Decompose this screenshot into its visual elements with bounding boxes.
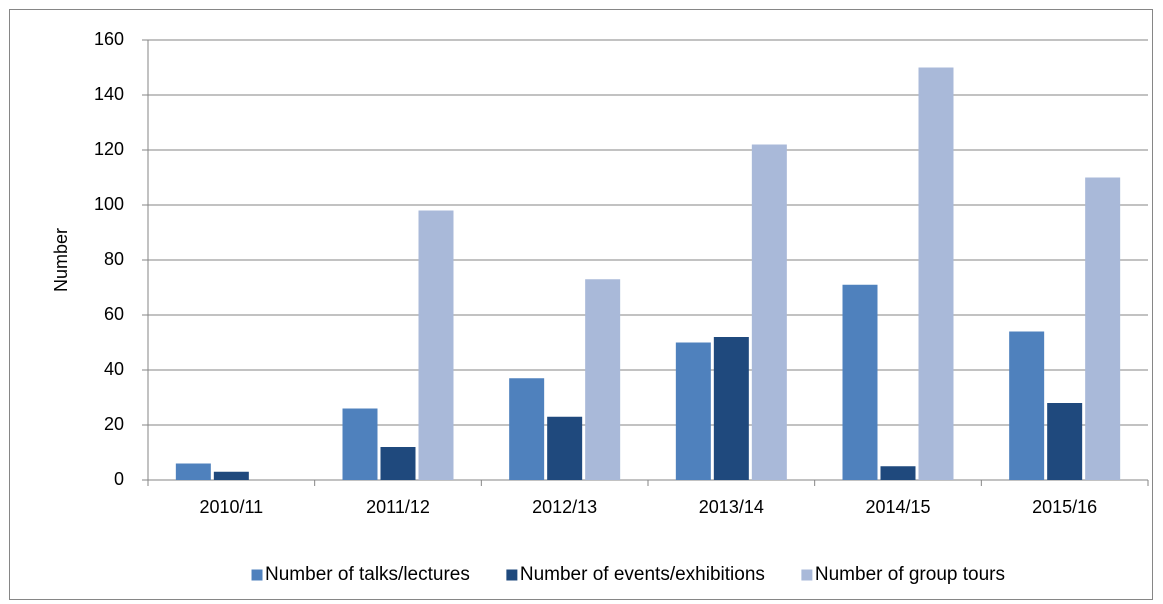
bar — [418, 210, 454, 480]
x-tick-label: 2015/16 — [1032, 497, 1097, 517]
bar — [1085, 177, 1121, 480]
y-tick-label: 160 — [94, 29, 124, 49]
bar — [880, 466, 916, 480]
y-tick-label: 140 — [94, 84, 124, 104]
bar — [675, 342, 711, 480]
y-tick-label: 40 — [104, 359, 124, 379]
y-tick-label: 80 — [104, 249, 124, 269]
y-tick-label: 20 — [104, 414, 124, 434]
legend-label: Number of group tours — [815, 564, 1005, 585]
x-tick-label: 2012/13 — [532, 497, 597, 517]
bar — [842, 284, 878, 480]
legend-swatch — [800, 568, 814, 582]
x-tick-label: 2011/12 — [366, 497, 430, 517]
legend-swatch — [250, 568, 264, 582]
y-tick-label: 60 — [104, 304, 124, 324]
y-tick-label: 120 — [94, 139, 124, 159]
y-tick-label: 0 — [114, 469, 124, 489]
y-tick-label: 100 — [94, 194, 124, 214]
bar — [547, 416, 583, 480]
bar — [1047, 403, 1083, 480]
x-tick-label: 2013/14 — [699, 497, 764, 517]
bar — [213, 471, 249, 480]
legend-swatch — [505, 568, 519, 582]
bar — [509, 378, 545, 480]
chart-frame — [9, 9, 1153, 600]
bar — [918, 67, 954, 480]
x-tick-label: 2014/15 — [865, 497, 930, 517]
bar — [342, 408, 378, 480]
bar — [713, 337, 749, 480]
legend-label: Number of events/exhibitions — [520, 564, 765, 585]
bar — [175, 463, 211, 480]
legend-label: Number of talks/lectures — [265, 564, 470, 585]
bar — [1009, 331, 1045, 480]
x-tick-label: 2010/11 — [199, 497, 263, 517]
bar — [380, 447, 416, 480]
bar — [751, 144, 787, 480]
bar — [585, 279, 621, 480]
y-axis-label: Number — [51, 228, 71, 292]
